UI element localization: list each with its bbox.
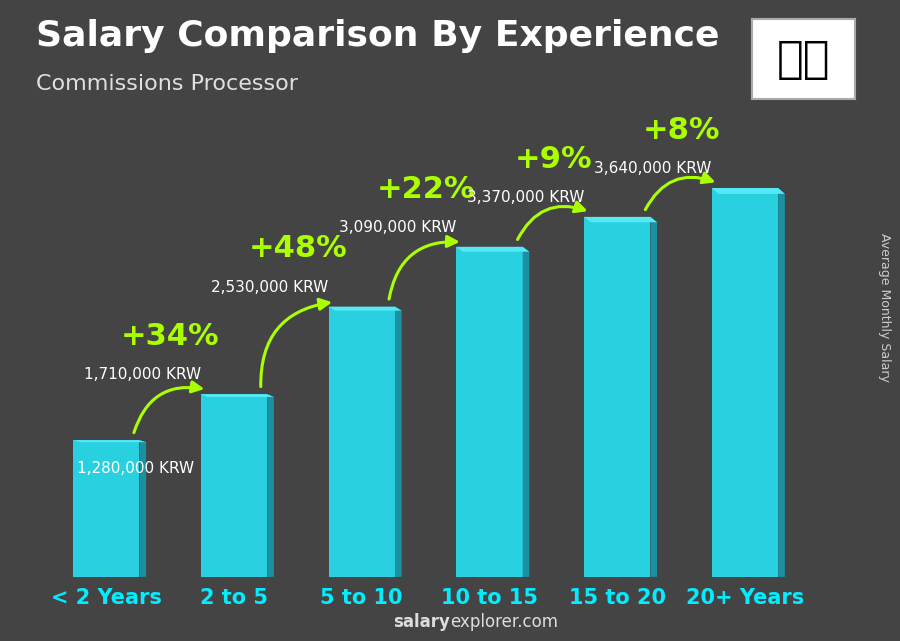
Text: +8%: +8% [643, 116, 720, 145]
Bar [73, 440, 140, 577]
Polygon shape [712, 188, 785, 194]
Text: 🇰🇷: 🇰🇷 [777, 38, 830, 81]
Bar [712, 188, 778, 577]
Text: 2,530,000 KRW: 2,530,000 KRW [212, 279, 328, 295]
Text: 3,640,000 KRW: 3,640,000 KRW [594, 161, 712, 176]
Text: Average Monthly Salary: Average Monthly Salary [878, 233, 890, 382]
Text: 1,280,000 KRW: 1,280,000 KRW [76, 461, 194, 476]
Text: +9%: +9% [515, 145, 592, 174]
Bar [201, 394, 267, 577]
Polygon shape [778, 188, 785, 577]
Bar [584, 217, 651, 577]
Polygon shape [73, 440, 146, 442]
Polygon shape [267, 394, 274, 577]
Polygon shape [328, 306, 401, 311]
Polygon shape [651, 217, 657, 577]
Text: +22%: +22% [376, 174, 475, 204]
Bar [328, 306, 395, 577]
Text: 3,370,000 KRW: 3,370,000 KRW [466, 190, 584, 205]
Polygon shape [584, 217, 657, 222]
Text: 1,710,000 KRW: 1,710,000 KRW [84, 367, 201, 382]
Polygon shape [395, 306, 401, 577]
Polygon shape [201, 394, 274, 397]
Polygon shape [140, 440, 146, 577]
Text: 3,090,000 KRW: 3,090,000 KRW [339, 220, 456, 235]
Bar [456, 247, 523, 577]
Text: explorer.com: explorer.com [450, 613, 558, 631]
Text: Commissions Processor: Commissions Processor [36, 74, 298, 94]
Text: +48%: +48% [248, 235, 347, 263]
Text: +34%: +34% [121, 322, 220, 351]
Polygon shape [523, 247, 529, 577]
Text: Salary Comparison By Experience: Salary Comparison By Experience [36, 19, 719, 53]
Polygon shape [456, 247, 529, 252]
Text: salary: salary [393, 613, 450, 631]
